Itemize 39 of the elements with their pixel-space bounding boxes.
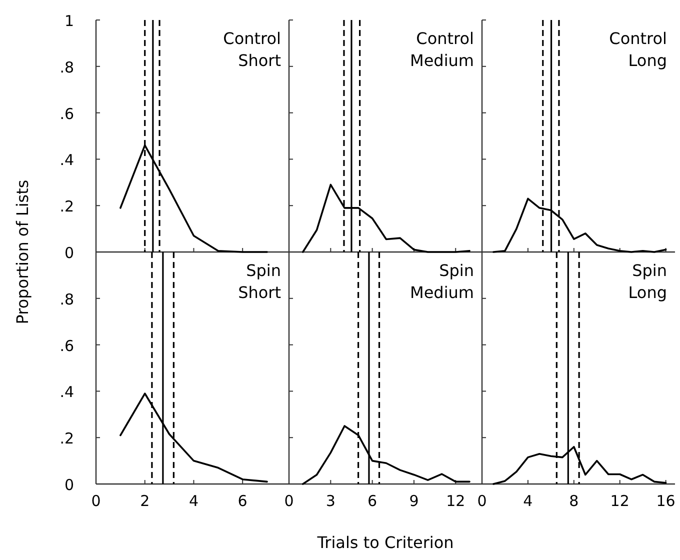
text: Control — [609, 29, 667, 48]
text: Spin — [246, 261, 281, 280]
text: Short — [238, 51, 281, 70]
text: Long — [628, 283, 667, 302]
x-tick-label: 4 — [523, 492, 533, 510]
text: Medium — [410, 283, 474, 302]
text: Spin — [439, 261, 474, 280]
x-tick-label: 2 — [140, 492, 150, 510]
y-tick-label: .8 — [60, 58, 74, 76]
y-tick-label: .4 — [60, 383, 74, 402]
x-tick-label: 4 — [188, 492, 198, 510]
text: Medium — [410, 51, 474, 70]
x-tick-label: 6 — [368, 492, 378, 510]
y-tick-label: 1 — [64, 12, 74, 30]
text: Spin — [632, 261, 667, 280]
y-tick-label: .6 — [60, 104, 74, 123]
x-axis-title: Trials to Criterion — [316, 533, 454, 552]
x-tick-label: 9 — [409, 492, 419, 510]
y-tick-label: .2 — [60, 430, 74, 448]
y-tick-label: .6 — [60, 336, 74, 355]
x-tick-label: 16 — [656, 492, 676, 510]
x-tick-label: 12 — [446, 492, 466, 510]
text: Control — [416, 29, 474, 48]
y-tick-label: .4 — [60, 151, 74, 170]
text: Short — [238, 283, 281, 302]
x-tick-label: 0 — [91, 492, 101, 510]
y-tick-label: 0 — [64, 476, 74, 494]
x-tick-label: 6 — [238, 492, 248, 510]
text: Long — [628, 51, 667, 70]
y-axis-title: Proportion of Lists — [13, 180, 32, 324]
x-tick-label: 0 — [284, 492, 294, 510]
text: Control — [223, 29, 281, 48]
y-tick-label: .8 — [60, 290, 74, 308]
y-tick-label: 0 — [64, 244, 74, 262]
x-tick-label: 3 — [326, 492, 336, 510]
x-tick-label: 12 — [610, 492, 630, 510]
x-tick-label: 0 — [477, 492, 487, 510]
x-tick-label: 8 — [569, 492, 579, 510]
y-tick-label: .2 — [60, 198, 74, 216]
